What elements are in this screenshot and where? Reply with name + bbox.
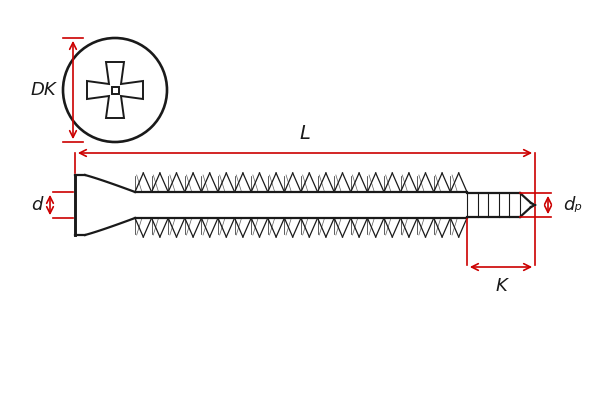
Text: DK: DK [30,81,56,99]
Text: K: K [495,277,507,295]
Text: dₚ: dₚ [563,196,582,214]
Text: L: L [299,124,310,143]
Bar [112,86,119,94]
Text: d: d [31,196,43,214]
